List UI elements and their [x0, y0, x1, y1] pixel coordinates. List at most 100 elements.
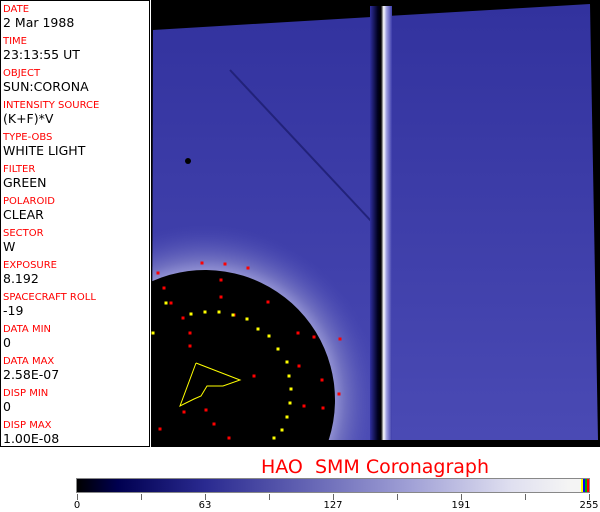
colorbar-tick [333, 494, 334, 500]
field-data-max: DATA MAX 2.58E-07 [3, 356, 59, 382]
colorbar-tick [205, 494, 206, 500]
field-value: W [3, 239, 16, 254]
red-marker [188, 344, 192, 348]
yellow-marker [256, 327, 260, 331]
colorbar-label: 255 [579, 500, 599, 511]
field-label: TIME [3, 36, 28, 47]
colorbar-tick [77, 494, 78, 500]
yellow-marker [231, 313, 235, 317]
yellow-marker [288, 401, 292, 405]
overlay-markers [151, 261, 342, 440]
red-marker [252, 374, 256, 378]
field-value: 1.00E-08 [3, 431, 60, 446]
red-marker [158, 427, 162, 431]
colorbar-tick [525, 494, 526, 500]
red-marker [188, 331, 192, 335]
field-object: OBJECT SUN:CORONA [3, 68, 89, 94]
field-label: DATE [3, 4, 30, 15]
field-label: DISP MAX [3, 420, 52, 431]
yellow-marker [189, 312, 193, 316]
field-label: EXPOSURE [3, 260, 58, 271]
red-marker [246, 266, 250, 270]
field-spacecraft-roll: SPACECRAFT ROLL -19 [3, 292, 96, 318]
bottom-border [152, 440, 600, 447]
yellow-marker [164, 301, 168, 305]
dust-spot [185, 158, 191, 164]
red-marker [219, 295, 223, 299]
yellow-marker [267, 334, 271, 338]
field-label: DATA MIN [3, 324, 51, 335]
red-marker [227, 436, 231, 440]
red-marker [338, 337, 342, 341]
red-marker [156, 271, 160, 275]
field-value: -19 [3, 303, 24, 318]
instrument-title: HAO SMM Coronagraph [260, 456, 490, 478]
red-marker [302, 404, 306, 408]
field-label: TYPE-OBS [3, 132, 53, 143]
field-date: DATE 2 Mar 1988 [3, 4, 74, 30]
red-marker [212, 422, 216, 426]
yellow-marker [289, 387, 293, 391]
field-value: SUN:CORONA [3, 79, 89, 94]
field-data-min: DATA MIN 0 [3, 324, 51, 350]
red-marker [266, 300, 270, 304]
yellow-marker [276, 347, 280, 351]
colorbar-label: 0 [73, 500, 81, 511]
red-marker [162, 286, 166, 290]
field-value: (K+F)*V [3, 111, 54, 126]
field-label: DATA MAX [3, 356, 55, 367]
field-value: 0 [3, 399, 11, 414]
yellow-marker [203, 310, 207, 314]
red-marker [181, 316, 185, 320]
field-value: 23:13:55 UT [3, 47, 80, 62]
field-polaroid: POLAROID CLEAR [3, 196, 55, 222]
colorbar [76, 478, 590, 493]
field-label: INTENSITY SOURCE [3, 100, 100, 111]
red-marker [320, 378, 324, 382]
field-time: TIME 23:13:55 UT [3, 36, 80, 62]
colorbar-label: 191 [451, 500, 471, 511]
yellow-marker [245, 317, 249, 321]
yellow-marker [151, 331, 155, 335]
yellow-marker [280, 428, 284, 432]
colorbar-label: 63 [198, 500, 212, 511]
streak [229, 69, 373, 223]
field-value: WHITE LIGHT [3, 143, 86, 158]
field-value: 2 Mar 1988 [3, 15, 75, 30]
yellow-marker [285, 415, 289, 419]
coronagraph-svg [151, 4, 600, 447]
yellow-marker [272, 436, 276, 440]
red-marker [223, 262, 227, 266]
field-value: CLEAR [3, 207, 44, 222]
field-label: FILTER [3, 164, 36, 175]
field-value: 2.58E-07 [3, 367, 60, 382]
field-exposure: EXPOSURE 8.192 [3, 260, 57, 286]
field-label: OBJECT [3, 68, 41, 79]
colorbar-tick [397, 494, 398, 500]
colorbar-tick [589, 494, 590, 500]
red-marker [169, 301, 173, 305]
red-marker [182, 410, 186, 414]
colorbar-tick [269, 494, 270, 500]
field-filter: FILTER GREEN [3, 164, 47, 190]
field-type-obs: TYPE-OBS WHITE LIGHT [3, 132, 85, 158]
header-info-panel: DATE 2 Mar 1988 TIME 23:13:55 UT OBJECT SUN:C… [0, 0, 150, 447]
field-label: SECTOR [3, 228, 44, 239]
field-label: POLAROID [3, 196, 56, 207]
overlay-outline [179, 362, 242, 408]
red-marker [200, 261, 204, 265]
red-marker [321, 406, 325, 410]
red-marker [297, 364, 301, 368]
red-marker [204, 408, 208, 412]
field-value: GREEN [3, 175, 47, 190]
field-disp-min: DISP MIN 0 [3, 388, 48, 414]
red-marker [312, 335, 316, 339]
yellow-marker [285, 360, 289, 364]
colorbar-tick [141, 494, 142, 500]
field-label: DISP MIN [3, 388, 49, 399]
field-value: 0 [3, 335, 11, 350]
field-sector: SECTOR W [3, 228, 44, 254]
colorbar-overlay-colors [581, 479, 589, 492]
red-marker [219, 278, 223, 282]
red-marker [296, 331, 300, 335]
